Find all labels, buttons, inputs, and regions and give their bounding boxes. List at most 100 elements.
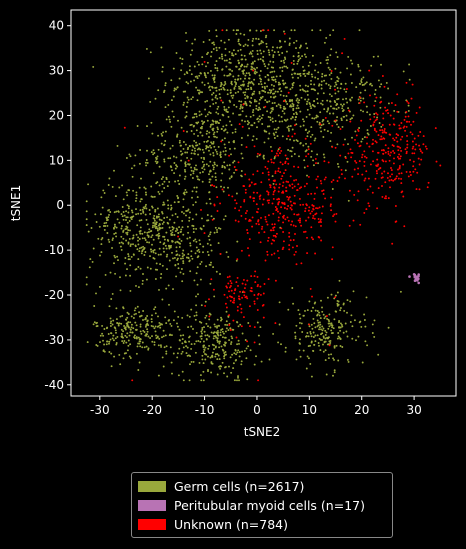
scatter-point — [137, 266, 140, 268]
scatter-point — [302, 65, 304, 68]
scatter-point — [232, 29, 235, 32]
scatter-point — [169, 165, 172, 168]
scatter-point — [206, 334, 209, 337]
scatter-point — [126, 311, 129, 314]
scatter-point — [149, 213, 152, 215]
scatter-point — [257, 207, 260, 210]
scatter-point — [317, 77, 319, 80]
scatter-point — [317, 71, 320, 74]
scatter-point — [201, 167, 204, 170]
scatter-point — [114, 329, 117, 332]
scatter-point — [400, 172, 403, 175]
scatter-point — [154, 278, 157, 280]
scatter-point — [189, 80, 192, 83]
scatter-point — [336, 163, 339, 165]
scatter-point — [363, 211, 366, 214]
scatter-point — [204, 316, 207, 319]
scatter-point — [363, 160, 366, 163]
scatter-point — [277, 154, 280, 157]
scatter-point — [253, 294, 256, 296]
scatter-point — [228, 61, 231, 64]
scatter-point — [147, 236, 150, 238]
scatter-point — [357, 167, 360, 170]
scatter-point — [323, 341, 326, 344]
scatter-point — [240, 214, 243, 217]
scatter-point — [236, 321, 239, 324]
scatter-point — [212, 133, 215, 136]
scatter-point — [133, 164, 136, 167]
scatter-point — [203, 330, 206, 333]
scatter-point — [216, 69, 219, 72]
scatter-point — [253, 100, 256, 103]
scatter-point — [220, 88, 223, 91]
scatter-point — [248, 74, 251, 76]
scatter-point — [311, 117, 314, 120]
scatter-point — [231, 195, 234, 198]
scatter-point — [232, 112, 235, 115]
scatter-point — [317, 218, 320, 220]
scatter-point — [326, 62, 329, 65]
scatter-point — [304, 84, 307, 87]
scatter-point — [129, 216, 132, 219]
scatter-point — [248, 72, 250, 75]
scatter-point — [196, 89, 199, 92]
scatter-point — [273, 29, 276, 32]
scatter-point — [341, 125, 344, 128]
scatter-point — [321, 310, 324, 313]
scatter-point — [257, 117, 259, 120]
scatter-point — [294, 331, 297, 334]
scatter-point — [335, 51, 338, 54]
scatter-point — [230, 289, 233, 292]
scatter-point — [365, 81, 368, 84]
scatter-point — [184, 116, 187, 119]
scatter-point — [105, 343, 108, 346]
scatter-point — [352, 219, 355, 222]
scatter-point — [168, 118, 171, 121]
scatter-point — [180, 159, 183, 162]
scatter-point — [153, 343, 156, 346]
scatter-point — [266, 67, 269, 70]
scatter-point — [274, 322, 277, 325]
scatter-point — [289, 138, 292, 141]
scatter-point — [149, 230, 152, 233]
scatter-point — [395, 220, 398, 223]
scatter-point — [262, 155, 265, 158]
scatter-point — [131, 211, 134, 214]
scatter-point — [313, 100, 316, 103]
scatter-point — [124, 334, 127, 337]
scatter-point — [178, 238, 181, 241]
scatter-point — [363, 136, 366, 139]
scatter-point — [173, 89, 176, 92]
scatter-point — [161, 190, 164, 193]
data-points — [85, 29, 442, 382]
scatter-point — [371, 332, 374, 334]
scatter-point — [340, 117, 343, 120]
scatter-point — [311, 204, 314, 207]
scatter-point — [288, 42, 291, 45]
scatter-point — [216, 164, 219, 167]
scatter-point — [339, 329, 342, 332]
scatter-point — [301, 331, 304, 333]
scatter-point — [242, 316, 245, 319]
scatter-point — [305, 149, 308, 152]
scatter-point — [238, 123, 241, 126]
scatter-point — [382, 137, 385, 140]
scatter-point — [329, 54, 332, 57]
scatter-point — [394, 104, 397, 107]
scatter-point — [286, 66, 289, 69]
scatter-point — [282, 202, 285, 205]
scatter-point — [216, 325, 219, 328]
scatter-point — [188, 236, 191, 239]
scatter-point — [357, 63, 360, 66]
scatter-point — [236, 343, 239, 346]
scatter-point — [113, 262, 115, 265]
scatter-point — [150, 151, 153, 154]
scatter-point — [241, 119, 244, 122]
scatter-point — [183, 177, 186, 180]
scatter-point — [295, 113, 298, 116]
scatter-point — [279, 161, 282, 164]
scatter-point — [179, 57, 182, 60]
scatter-point — [146, 322, 149, 325]
scatter-point — [339, 345, 342, 347]
series-peritubular — [408, 273, 421, 285]
